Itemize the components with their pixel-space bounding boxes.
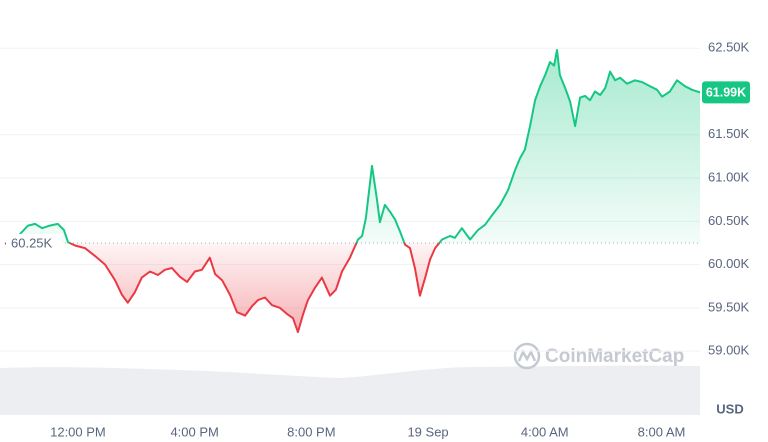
- baseline-label: 60.25K: [11, 235, 53, 250]
- volume-area: [0, 365, 700, 415]
- y-tick-label: 61.50K: [708, 126, 750, 141]
- current-price-label: 61.99K: [706, 86, 746, 100]
- watermark: CoinMarketCap: [513, 342, 684, 370]
- y-tick-label: 62.50K: [708, 40, 750, 55]
- current-price-box: [702, 81, 750, 104]
- price-area: [5, 50, 700, 333]
- y-tick-label: 61.00K: [708, 169, 750, 184]
- y-tick-label: 60.50K: [708, 213, 750, 228]
- x-tick-label: 8:00 AM: [638, 424, 686, 439]
- x-tick-label: 8:00 PM: [287, 424, 335, 439]
- watermark-text: CoinMarketCap: [545, 346, 684, 367]
- y-tick-label: 59.50K: [708, 299, 750, 314]
- x-tick-label: 4:00 AM: [521, 424, 569, 439]
- currency-label: USD: [716, 401, 743, 416]
- y-tick-label: 60.00K: [708, 256, 750, 271]
- price-line: [4, 49, 701, 334]
- x-tick-label: 19 Sep: [407, 424, 448, 439]
- x-tick-label: 12:00 PM: [50, 424, 106, 439]
- x-tick-label: 4:00 PM: [170, 424, 218, 439]
- y-tick-label: 59.00K: [708, 343, 750, 358]
- baseline-label-box: [6, 233, 62, 252]
